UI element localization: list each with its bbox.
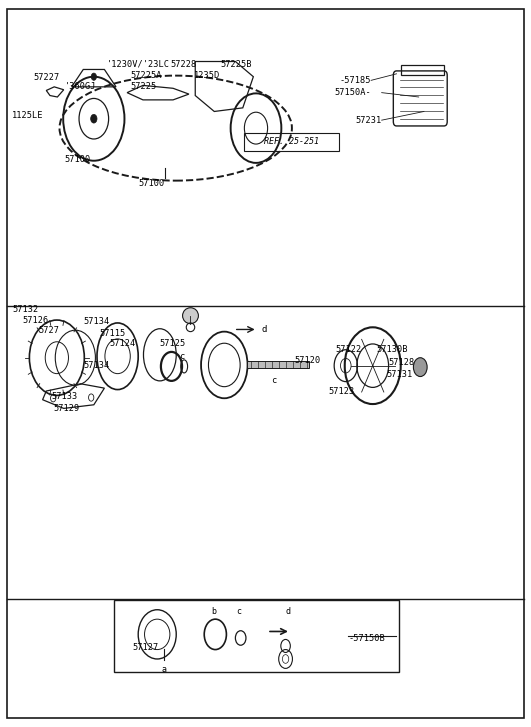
- Text: d: d: [286, 606, 290, 616]
- Text: 57227: 57227: [33, 73, 59, 82]
- Text: 57225A: 57225A: [131, 71, 162, 81]
- Text: 5727: 5727: [38, 326, 59, 335]
- Text: a: a: [161, 664, 167, 674]
- Text: '360GJ: '360GJ: [65, 81, 96, 91]
- Text: 57100: 57100: [139, 180, 165, 188]
- Text: 57225: 57225: [131, 81, 157, 91]
- Text: b: b: [211, 606, 216, 616]
- Circle shape: [91, 114, 97, 123]
- Circle shape: [414, 358, 427, 377]
- Text: 57131: 57131: [386, 370, 412, 379]
- Text: c: c: [237, 606, 242, 616]
- Text: 57225B: 57225B: [220, 60, 252, 69]
- Text: 57123: 57123: [329, 387, 355, 395]
- Text: 1235D: 1235D: [194, 71, 220, 81]
- Text: 57134: 57134: [83, 361, 109, 370]
- Text: 57133: 57133: [52, 392, 78, 401]
- Text: 57231: 57231: [355, 116, 382, 124]
- Text: c: c: [271, 377, 276, 385]
- Text: 57134: 57134: [83, 317, 109, 326]
- Text: 57150A-: 57150A-: [334, 88, 371, 97]
- Text: -57185: -57185: [339, 76, 371, 85]
- Text: 1125LE: 1125LE: [12, 111, 44, 120]
- Text: 57127: 57127: [132, 643, 159, 652]
- Text: 57126: 57126: [22, 316, 49, 324]
- Text: 57115: 57115: [99, 329, 125, 337]
- Text: -57150B: -57150B: [349, 634, 386, 643]
- Text: 57130B: 57130B: [376, 345, 408, 353]
- Text: 57120: 57120: [295, 356, 321, 365]
- Text: c: c: [179, 352, 184, 361]
- Text: '1230V/'23LC: '1230V/'23LC: [107, 60, 170, 69]
- Circle shape: [91, 73, 97, 80]
- Text: 57100: 57100: [65, 155, 91, 164]
- Text: 57129: 57129: [53, 404, 80, 413]
- Text: REF. 25-251: REF. 25-251: [264, 137, 319, 146]
- Text: 57125: 57125: [160, 340, 186, 348]
- Polygon shape: [247, 361, 309, 368]
- Text: 57128: 57128: [389, 358, 415, 366]
- Text: 57228: 57228: [170, 60, 196, 69]
- Text: 57132: 57132: [12, 305, 38, 313]
- Text: 57124: 57124: [110, 339, 136, 348]
- Text: d: d: [261, 325, 267, 334]
- Text: 57122: 57122: [335, 345, 362, 353]
- Ellipse shape: [183, 308, 199, 324]
